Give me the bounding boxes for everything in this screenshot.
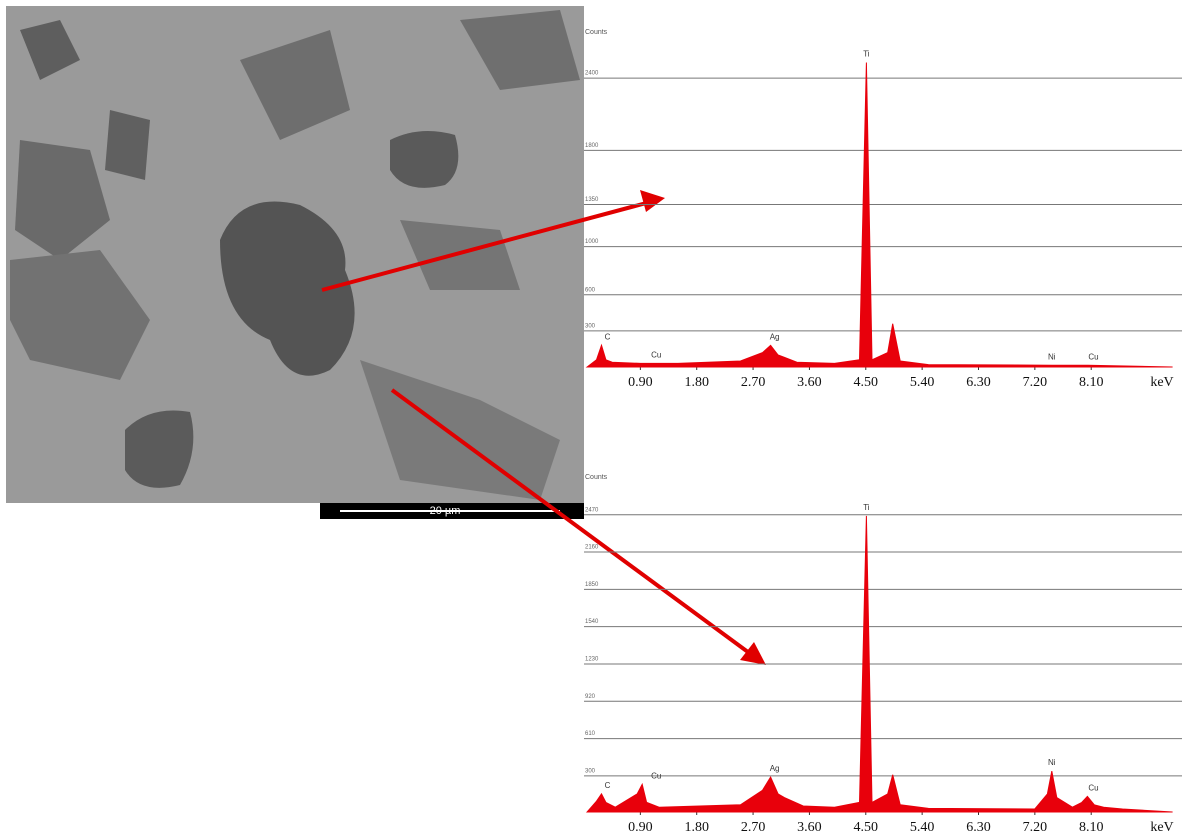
- y-tick-label: 610: [585, 731, 596, 737]
- x-tick-label: 7.20: [1023, 375, 1048, 390]
- x-tick-label: 4.50: [854, 375, 879, 390]
- scale-bar-label: 20 µm: [430, 505, 461, 517]
- y-tick-label: 920: [585, 694, 596, 700]
- y-tick-label: 1000: [585, 239, 599, 245]
- x-tick-label: 0.90: [628, 820, 653, 835]
- y-tick-label: 1800: [585, 143, 599, 149]
- peak-label: Ag: [770, 764, 780, 773]
- x-axis-label: keV: [1150, 820, 1173, 835]
- y-tick-label: 1850: [585, 582, 599, 588]
- peak-label: Ni: [1048, 352, 1056, 361]
- y-tick-label: 1540: [585, 619, 599, 625]
- peak-label: Cu: [651, 771, 661, 780]
- y-tick-label: 2160: [585, 545, 599, 551]
- x-axis-label: keV: [1150, 375, 1173, 390]
- x-tick-label: 5.40: [910, 820, 935, 835]
- x-tick-label: 6.30: [966, 820, 991, 835]
- x-tick-label: 3.60: [797, 820, 822, 835]
- y-tick-label: 300: [585, 768, 596, 774]
- y-tick-label: 600: [585, 287, 596, 293]
- peak-label: Cu: [1088, 783, 1098, 792]
- x-tick-label: 2.70: [741, 820, 766, 835]
- x-tick-label: 4.50: [854, 820, 879, 835]
- y-tick-label: 2470: [585, 507, 599, 513]
- x-tick-label: 1.80: [684, 820, 709, 835]
- x-tick-label: 1.80: [684, 375, 709, 390]
- peak-label: C: [605, 332, 611, 341]
- x-tick-label: 3.60: [797, 375, 822, 390]
- y-axis-label: Counts: [585, 29, 608, 36]
- peak-label: Cu: [1088, 352, 1098, 361]
- peak-label: Cu: [651, 350, 661, 359]
- peak-label: Ni: [1048, 758, 1056, 767]
- x-tick-label: 8.10: [1079, 375, 1104, 390]
- y-tick-label: 300: [585, 323, 596, 329]
- x-tick-label: 8.10: [1079, 820, 1104, 835]
- peak-label: Ti: [863, 503, 870, 512]
- y-axis-label: Counts: [585, 474, 608, 481]
- x-tick-label: 2.70: [741, 375, 766, 390]
- x-tick-label: 7.20: [1023, 820, 1048, 835]
- figure: 20 µm Counts 300 600 1000 1350 1800 2400 0.90 1.…: [0, 0, 1182, 840]
- peak-label: C: [605, 781, 611, 790]
- spectrum-area: [587, 63, 1173, 368]
- y-tick-label: 2400: [585, 71, 599, 77]
- x-tick-label: 0.90: [628, 375, 653, 390]
- peak-label: Ag: [770, 332, 780, 341]
- y-tick-label: 1230: [585, 657, 599, 663]
- sem-image: 20 µm: [6, 6, 584, 519]
- x-tick-label: 5.40: [910, 375, 935, 390]
- y-tick-label: 1350: [585, 197, 599, 203]
- peak-label: Ti: [863, 50, 870, 59]
- x-tick-label: 6.30: [966, 375, 991, 390]
